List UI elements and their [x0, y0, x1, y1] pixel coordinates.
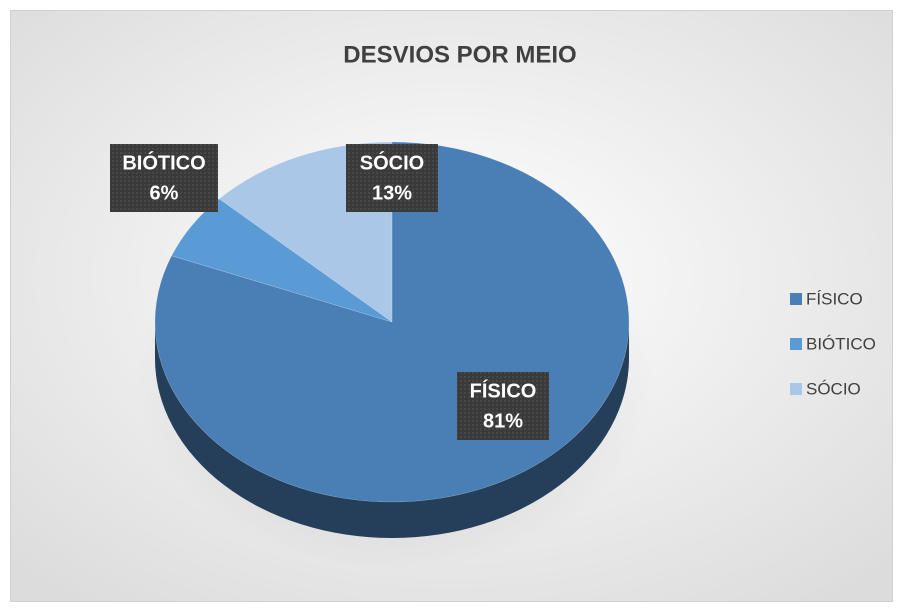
- data-labels: FÍSICO 81% BIÓTICO 6% SÓCIO 13%: [110, 144, 549, 440]
- legend-label: FÍSICO: [806, 289, 863, 308]
- legend-label: BIÓTICO: [806, 334, 876, 353]
- legend: FÍSICO BIÓTICO SÓCIO: [790, 289, 876, 398]
- data-label-value: 13%: [372, 182, 412, 204]
- pie-sides: [155, 322, 629, 538]
- data-label-name: SÓCIO: [360, 150, 424, 174]
- legend-swatch: [790, 383, 802, 395]
- chart-title: DESVIOS POR MEIO: [343, 41, 576, 68]
- data-label-name: FÍSICO: [470, 379, 537, 402]
- data-label-box: [346, 144, 438, 212]
- data-label-box: [457, 372, 549, 440]
- data-label-box: [110, 144, 218, 212]
- side-shade: [155, 322, 629, 538]
- legend-swatch: [790, 338, 802, 350]
- data-label-value: 6%: [150, 182, 179, 204]
- data-label-value: 81%: [483, 410, 523, 432]
- slice: [171, 198, 393, 323]
- legend-label: SÓCIO: [806, 379, 861, 398]
- data-label-name: BIÓTICO: [122, 150, 205, 174]
- legend-swatch: [790, 293, 802, 305]
